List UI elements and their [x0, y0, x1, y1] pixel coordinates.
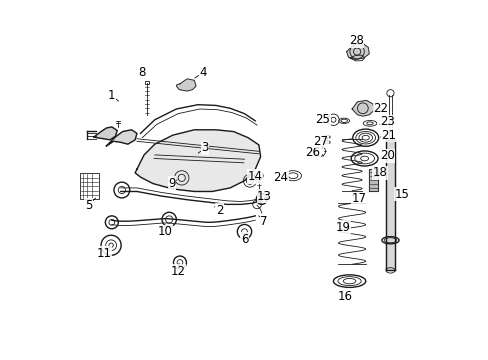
Polygon shape	[386, 140, 394, 270]
Text: 9: 9	[168, 177, 176, 190]
Text: 5: 5	[84, 199, 92, 212]
Bar	[144, 81, 149, 84]
Text: 25: 25	[315, 113, 329, 126]
Text: 24: 24	[273, 171, 288, 184]
Polygon shape	[106, 130, 137, 146]
Polygon shape	[368, 169, 378, 191]
Polygon shape	[176, 79, 196, 91]
Text: 18: 18	[372, 166, 386, 179]
Bar	[80, 173, 99, 199]
Text: 15: 15	[394, 188, 409, 201]
Text: 17: 17	[351, 192, 366, 205]
Text: 4: 4	[199, 66, 206, 79]
Text: 12: 12	[170, 265, 185, 278]
Text: 28: 28	[348, 34, 363, 48]
Text: 20: 20	[379, 149, 394, 162]
Text: 27: 27	[312, 135, 327, 148]
Text: 6: 6	[240, 233, 248, 246]
Polygon shape	[346, 43, 368, 59]
Text: 22: 22	[372, 103, 387, 116]
Text: 23: 23	[380, 116, 395, 129]
Text: 10: 10	[157, 225, 172, 238]
Text: 8: 8	[138, 66, 146, 79]
Text: 19: 19	[335, 221, 350, 234]
Text: 21: 21	[380, 129, 395, 142]
Text: 1: 1	[108, 89, 115, 102]
Text: 14: 14	[247, 170, 262, 183]
Text: 16: 16	[337, 290, 352, 303]
Polygon shape	[135, 130, 260, 192]
Text: 2: 2	[215, 204, 223, 217]
Text: 26: 26	[305, 145, 320, 158]
Text: 3: 3	[201, 141, 208, 154]
Text: 13: 13	[257, 190, 271, 203]
Text: 11: 11	[96, 247, 111, 260]
Text: 7: 7	[260, 215, 267, 228]
Polygon shape	[94, 127, 117, 140]
Polygon shape	[351, 100, 373, 116]
